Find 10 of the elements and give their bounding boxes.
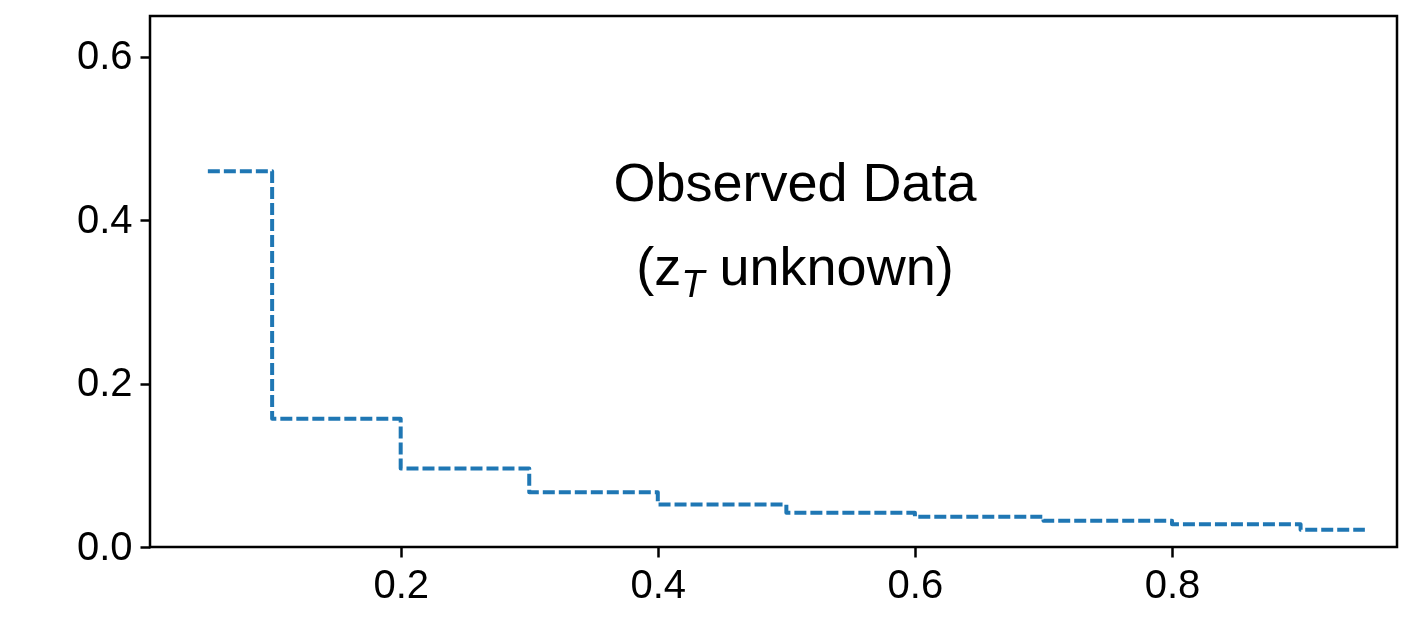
x-tick-label: 0.8 <box>1144 561 1201 606</box>
y-tick-label: 0.0 <box>76 523 133 568</box>
annotation: Observed Data <box>612 151 978 214</box>
y-tick-label: 0.4 <box>76 196 133 241</box>
annotation: (z$_{T}$ unknown) <box>635 235 955 307</box>
x-tick-label: 0.4 <box>630 561 687 606</box>
x-tick-label: 0.2 <box>373 561 429 606</box>
x-tick-label: 0.6 <box>887 561 944 606</box>
y-tick-label: 0.6 <box>76 33 133 78</box>
y-tick-label: 0.2 <box>76 360 133 405</box>
